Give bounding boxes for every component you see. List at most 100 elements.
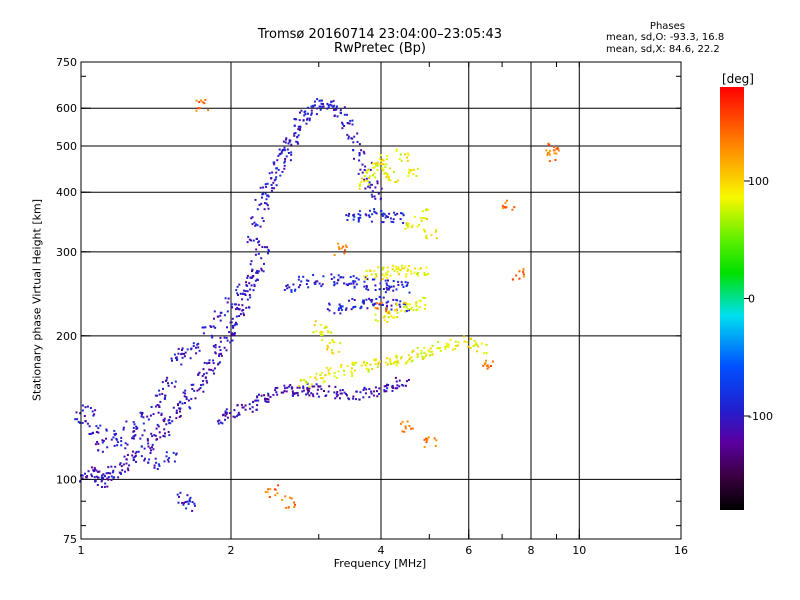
echo-point xyxy=(363,280,366,283)
echo-point xyxy=(404,425,407,428)
echo-point xyxy=(260,202,263,205)
echo-point xyxy=(457,341,460,344)
echo-point xyxy=(251,270,253,273)
echo-point xyxy=(105,429,108,432)
echo-point xyxy=(174,380,177,383)
echo-point xyxy=(321,283,324,286)
echo-point xyxy=(267,207,270,210)
echo-point xyxy=(277,154,280,157)
echo-point xyxy=(384,216,387,219)
echo-point xyxy=(285,137,288,140)
echo-point xyxy=(213,372,215,375)
echo-point xyxy=(386,363,389,366)
echo-point xyxy=(485,352,488,354)
echo-point xyxy=(125,458,128,461)
echo-point xyxy=(115,437,118,440)
echo-point xyxy=(396,212,399,215)
echo-point xyxy=(179,415,182,417)
echo-point xyxy=(268,250,270,253)
echo-point xyxy=(92,414,95,417)
echo-point xyxy=(256,396,259,399)
series-f1-region-trace xyxy=(216,376,410,425)
echo-point xyxy=(421,210,424,213)
echo-point xyxy=(406,156,409,159)
echo-point xyxy=(363,285,366,288)
echo-point xyxy=(420,349,423,352)
echo-point xyxy=(107,472,110,475)
echo-point xyxy=(126,467,129,470)
echo-point xyxy=(357,213,360,216)
echo-point xyxy=(352,149,355,152)
echo-point xyxy=(225,336,228,339)
echo-point xyxy=(473,339,476,342)
echo-point xyxy=(383,319,386,322)
echo-point xyxy=(154,434,157,437)
echo-point xyxy=(401,267,404,270)
echo-point xyxy=(189,407,192,410)
echo-point xyxy=(293,506,296,508)
echo-point xyxy=(112,476,115,479)
echo-point xyxy=(410,306,413,309)
echo-point xyxy=(321,339,324,342)
echo-point xyxy=(379,360,381,363)
echo-point xyxy=(353,135,356,138)
echo-point xyxy=(367,185,370,188)
echo-point xyxy=(485,343,488,346)
echo-point xyxy=(218,353,221,356)
echo-point xyxy=(147,442,150,445)
echo-point xyxy=(324,374,327,377)
echo-point xyxy=(386,321,389,323)
echo-point xyxy=(225,411,228,414)
echo-point xyxy=(217,422,220,425)
echo-point xyxy=(284,506,287,509)
echo-point xyxy=(214,344,217,346)
echo-point xyxy=(306,117,309,120)
echo-point xyxy=(377,363,380,366)
echo-point xyxy=(266,182,269,185)
echo-point xyxy=(261,217,264,220)
echo-point xyxy=(353,362,356,365)
echo-point xyxy=(296,141,299,144)
echo-point xyxy=(280,391,283,394)
echo-point xyxy=(243,314,245,317)
echo-point xyxy=(88,425,91,428)
stats-heading: Phases xyxy=(649,21,685,32)
echo-point xyxy=(101,479,104,481)
echo-point xyxy=(319,105,322,108)
echo-point xyxy=(310,105,313,108)
echo-point xyxy=(266,491,269,494)
echo-point xyxy=(340,366,343,368)
echo-point xyxy=(354,280,357,283)
echo-point xyxy=(387,279,389,282)
echo-point xyxy=(259,186,262,189)
echo-point xyxy=(324,325,327,328)
echo-point xyxy=(204,376,207,379)
echo-point xyxy=(203,373,205,376)
series-isolated-echoes xyxy=(195,98,560,509)
echo-point xyxy=(293,118,296,120)
echo-point xyxy=(368,214,370,217)
echo-point xyxy=(415,309,418,312)
echo-point xyxy=(235,289,238,292)
echo-point xyxy=(132,435,135,438)
echo-point xyxy=(394,181,397,184)
echo-point xyxy=(326,107,329,110)
echo-point xyxy=(333,115,336,117)
echo-point xyxy=(376,161,379,164)
echo-point xyxy=(132,421,135,424)
echo-point xyxy=(385,390,388,393)
echo-point xyxy=(352,141,355,144)
echo-point xyxy=(258,243,261,246)
echo-point xyxy=(305,122,308,125)
echo-point xyxy=(181,402,184,405)
echo-point xyxy=(156,438,159,441)
echo-point xyxy=(101,474,103,477)
echo-point xyxy=(120,444,123,447)
echo-point xyxy=(515,274,518,277)
echo-point xyxy=(225,349,228,352)
echo-point xyxy=(256,278,259,281)
echo-point xyxy=(294,392,297,395)
echo-point xyxy=(365,214,368,217)
echo-point xyxy=(398,385,401,388)
echo-point xyxy=(475,343,478,346)
